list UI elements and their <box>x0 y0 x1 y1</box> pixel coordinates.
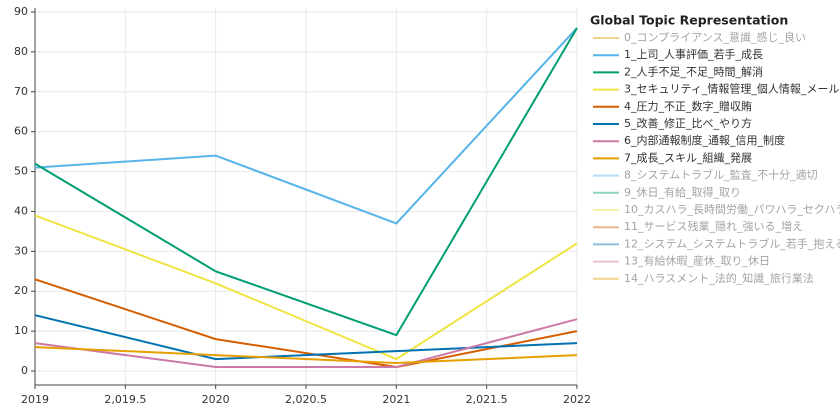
legend-entry[interactable]: 8_システムトラブル_監査_不十分_適切 <box>624 168 818 182</box>
legend-title: Global Topic Representation <box>590 13 788 28</box>
y-tick-label: 0 <box>21 364 28 377</box>
x-tick-label: 2,020.5 <box>285 393 327 406</box>
legend-entry[interactable]: 1_上司_人事評価_若手_成長 <box>624 47 763 61</box>
legend-entry[interactable]: 4_圧力_不正_数字_贈収賄 <box>624 99 752 113</box>
x-tick-label: 2021 <box>382 393 410 406</box>
legend-entry[interactable]: 5_改善_修正_比べ_やり方 <box>624 116 752 130</box>
x-tick-label: 2019 <box>21 393 49 406</box>
y-tick-label: 50 <box>14 165 28 178</box>
legend-entry[interactable]: 12_システム_システムトラブル_若手_抱える <box>624 236 840 250</box>
legend-entry[interactable]: 10_カスハラ_長時間労働_パワハラ_セクハラ <box>624 202 840 216</box>
x-tick-label: 2022 <box>563 393 591 406</box>
series-line <box>34 278 578 369</box>
series-line <box>34 214 578 361</box>
y-tick-label: 10 <box>14 324 28 337</box>
y-tick-label: 20 <box>14 284 28 297</box>
y-tick-label: 30 <box>14 244 28 257</box>
series-line <box>34 346 578 365</box>
series-line <box>34 27 578 337</box>
legend-entry[interactable]: 6_内部通報制度_通報_信用_制度 <box>624 133 785 147</box>
y-tick-label: 80 <box>14 45 28 58</box>
x-tick-label: 2020 <box>202 393 230 406</box>
series-line <box>34 318 578 369</box>
y-tick-label: 40 <box>14 204 28 217</box>
series-line <box>34 314 578 361</box>
legend-entry[interactable]: 11_サービス残業_隠れ_強いる_増え <box>624 219 803 233</box>
y-tick-label: 90 <box>14 5 28 18</box>
x-tick-label: 2,019.5 <box>104 393 146 406</box>
legend-entry[interactable]: 13_有給休暇_産休_取り_休日 <box>624 254 770 268</box>
series-line <box>34 27 578 225</box>
legend-entry[interactable]: 7_成長_スキル_組織_発展 <box>624 150 752 164</box>
y-tick-label: 60 <box>14 125 28 138</box>
legend-entry[interactable]: 3_セキュリティ_情報管理_個人情報_メール <box>624 82 839 96</box>
legend-entry[interactable]: 0_コンプライアンス_意識_感じ_良い <box>624 30 806 44</box>
y-tick-label: 70 <box>14 85 28 98</box>
legend-entry[interactable]: 9_休日_有給_取得_取り <box>624 185 741 199</box>
x-tick-label: 2,021.5 <box>466 393 508 406</box>
legend-entry[interactable]: 2_人手不足_不足_時間_解消 <box>624 64 763 78</box>
legend-entry[interactable]: 14_ハラスメント_法的_知識_旅行業法 <box>624 271 814 285</box>
